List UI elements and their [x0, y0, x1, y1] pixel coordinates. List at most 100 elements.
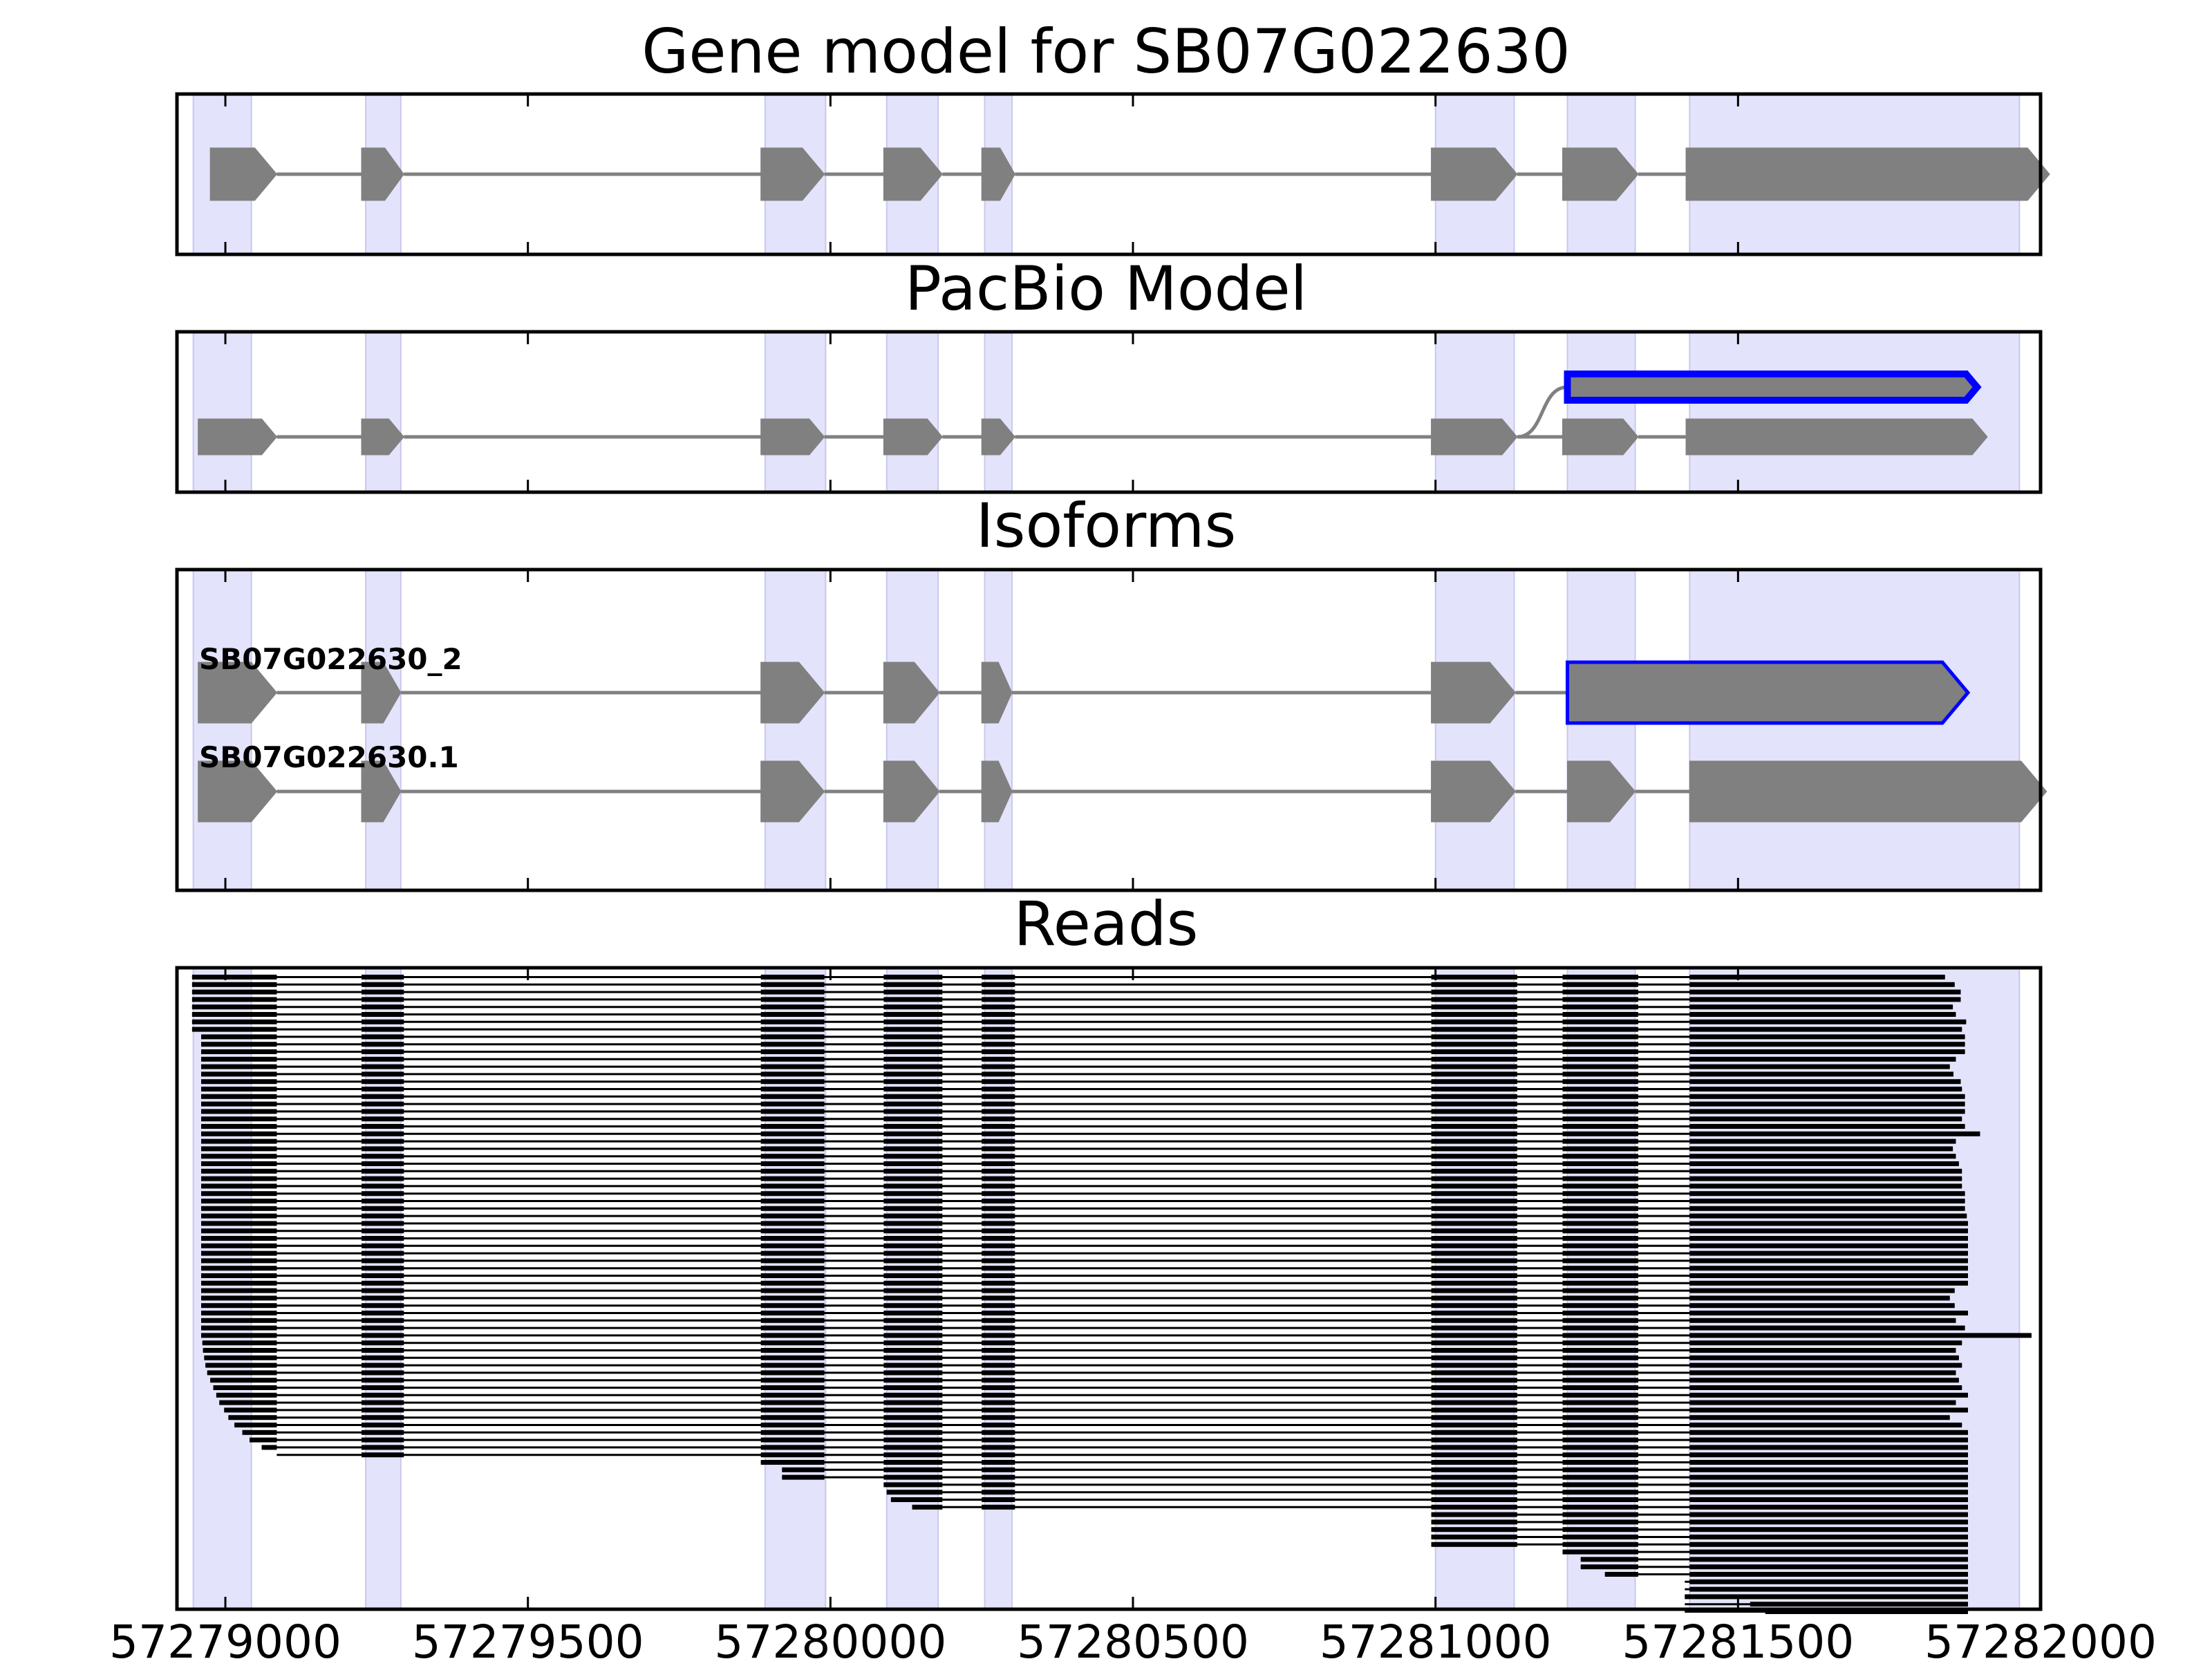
read-block — [883, 1445, 943, 1450]
read-block — [201, 1109, 277, 1114]
read-block — [1689, 1430, 1968, 1435]
read-block — [1431, 989, 1517, 995]
read-block — [883, 1385, 943, 1390]
exon-block — [1685, 147, 2050, 201]
read-block — [1431, 1191, 1517, 1197]
read-block — [1689, 1109, 1965, 1114]
read-block — [1431, 1392, 1517, 1398]
read-block — [982, 1049, 1015, 1054]
read-block — [361, 1206, 404, 1211]
read-block — [202, 1340, 277, 1346]
read-block — [1562, 1474, 1638, 1480]
read-block — [361, 1012, 404, 1017]
read-block — [982, 1250, 1015, 1256]
read-block — [191, 1027, 277, 1032]
read-block — [982, 1497, 1015, 1502]
read-block — [982, 1378, 1015, 1383]
read-block — [201, 1311, 277, 1315]
read-block — [1689, 1191, 1965, 1197]
read-block — [883, 1019, 943, 1024]
read-block — [361, 989, 404, 995]
read-block — [201, 1079, 277, 1085]
read-block — [982, 1423, 1015, 1427]
read-block — [760, 1176, 825, 1181]
read-block — [883, 997, 943, 1002]
exon-block — [760, 147, 825, 201]
read-block — [760, 1183, 825, 1189]
read-block — [1431, 1519, 1517, 1525]
alternative-splice-curve — [1517, 385, 1568, 439]
read-block — [982, 1146, 1015, 1152]
read-block — [982, 1206, 1015, 1211]
read-block — [1689, 1400, 1956, 1405]
read-block — [1562, 1535, 1638, 1539]
read-block — [191, 982, 277, 987]
read-block — [760, 997, 825, 1002]
read-block — [982, 1004, 1015, 1010]
read-block — [1431, 1206, 1517, 1211]
exon-block — [361, 760, 402, 823]
read-block — [760, 1087, 825, 1091]
x-axis-tick-labels: 57279000 57279500 57280000 57280500 57281000… — [109, 1615, 2157, 1659]
read-block — [216, 1392, 277, 1398]
read-block — [760, 1437, 825, 1443]
exon-block — [361, 662, 402, 724]
read-block — [1431, 1116, 1517, 1122]
read-block — [982, 1258, 1015, 1264]
read-block — [982, 1199, 1015, 1203]
read-block — [883, 1392, 943, 1398]
read-block — [1689, 1467, 1968, 1472]
read-block — [1431, 1079, 1517, 1085]
read-block — [760, 1392, 825, 1398]
read-block — [1562, 1355, 1638, 1360]
read-block — [1431, 1138, 1517, 1144]
exon-block — [1562, 418, 1639, 456]
read-block — [883, 1415, 943, 1421]
read-block — [1689, 1407, 1968, 1413]
read-block — [1689, 1355, 1959, 1360]
panel-frame — [175, 330, 2043, 494]
read-block — [1562, 1079, 1638, 1085]
read-block — [1431, 1258, 1517, 1264]
read-block — [1431, 1101, 1517, 1107]
read-block — [982, 1236, 1015, 1241]
read-block — [1431, 1303, 1517, 1309]
read-block — [883, 1423, 943, 1427]
read-block — [1431, 1176, 1517, 1181]
read-block — [760, 1221, 825, 1226]
read-block — [982, 1504, 1015, 1510]
read-block — [1689, 1228, 1968, 1234]
exon-region-band — [365, 569, 402, 891]
read-block — [982, 1191, 1015, 1197]
read-block — [760, 1042, 825, 1047]
read-block — [1431, 1325, 1517, 1331]
read-block — [1689, 1273, 1968, 1278]
exon-region-band — [984, 331, 1013, 493]
read-block — [1431, 1071, 1517, 1077]
read-block — [1689, 1124, 1965, 1129]
read-block — [1562, 1064, 1638, 1069]
read-block — [1689, 1012, 1956, 1017]
read-block — [201, 1124, 277, 1129]
read-block — [1689, 1266, 1968, 1271]
read-block — [201, 1325, 277, 1331]
read-block — [361, 1250, 404, 1256]
exon-block — [1431, 760, 1516, 823]
read-block — [1562, 1049, 1638, 1054]
exon-region-band — [1689, 569, 2021, 891]
read-block — [201, 1183, 277, 1189]
read-block — [1689, 1362, 1962, 1368]
read-block — [1431, 1348, 1517, 1353]
read-block — [361, 1042, 404, 1047]
read-block — [1431, 1541, 1517, 1547]
read-block — [234, 1423, 277, 1427]
read-block — [201, 1295, 277, 1301]
read-block — [1562, 1042, 1638, 1047]
read-block — [760, 1325, 825, 1331]
read-block — [1562, 1385, 1638, 1390]
read-block — [1685, 1594, 1968, 1600]
panel-frame — [175, 568, 2043, 892]
read-block — [1562, 975, 1638, 980]
read-block — [883, 1101, 943, 1107]
read-block — [361, 1049, 404, 1054]
